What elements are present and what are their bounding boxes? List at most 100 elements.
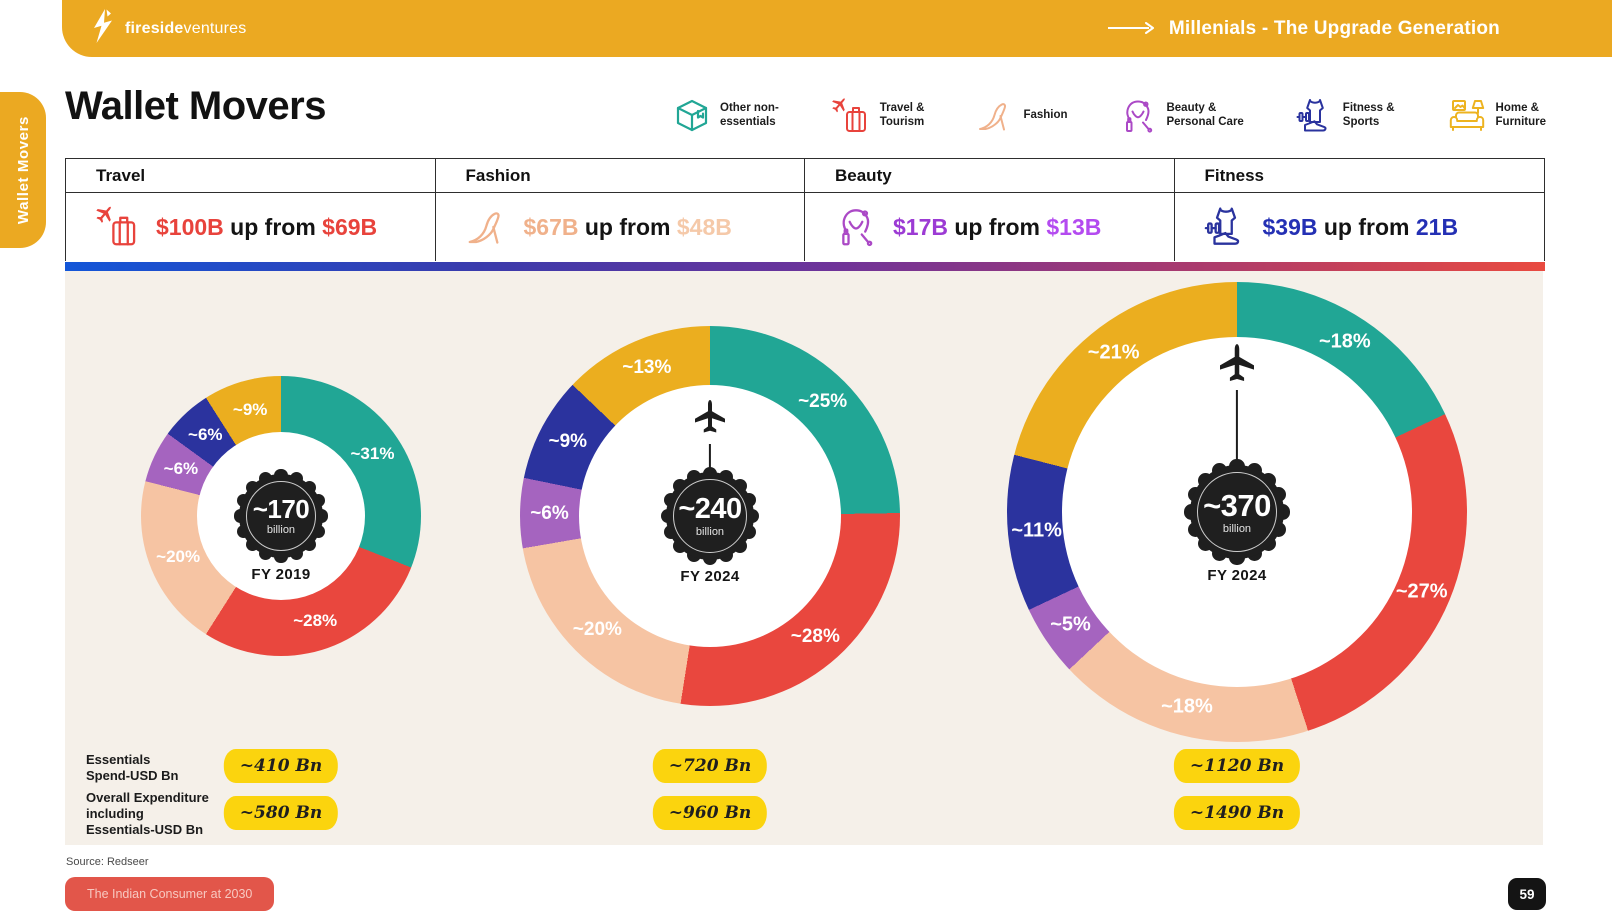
travel-icon: [830, 96, 872, 136]
summary-column-beauty: Beauty $17B up from $13B: [805, 159, 1175, 261]
stamp-inner-ring: [673, 479, 747, 553]
tagline-text: Millenials - The Upgrade Generation: [1168, 17, 1500, 39]
legend-label: essentials: [720, 116, 776, 128]
beauty-icon: [833, 204, 879, 250]
overall-expenditure-badge-3: ~1490 Bn: [1173, 796, 1301, 830]
fitness-icon: [1295, 96, 1335, 136]
plane-icon: [695, 400, 725, 440]
brand-light: ventures: [183, 19, 247, 37]
segment-label-home-furniture: ~13%: [622, 357, 672, 379]
fashion-icon: [975, 96, 1015, 136]
legend-label: Other non-: [720, 102, 779, 115]
deck-title-badge[interactable]: The Indian Consumer at 2030: [65, 877, 275, 911]
segment-label-fitness-sports: ~11%: [1011, 519, 1062, 542]
center-stamp: ~370 billion: [1184, 459, 1290, 565]
segment-label-other-non-essentials: ~18%: [1318, 330, 1371, 353]
center-unit: billion: [1222, 522, 1252, 535]
beauty-icon: [1118, 96, 1158, 136]
current-amount: $67B: [523, 213, 579, 240]
flame-icon: [90, 8, 116, 49]
previous-amount: 21B: [1415, 213, 1459, 240]
legend-label: Fashion: [1023, 109, 1068, 122]
overall-expenditure-badge-fy2024: ~960 Bn: [652, 796, 768, 830]
segment-label-other-non-essentials: ~31%: [350, 443, 395, 463]
stamp-text: ~170 billion: [239, 474, 323, 558]
brand-logo: firesideventures: [90, 8, 246, 49]
segment-label-home-furniture: ~21%: [1087, 341, 1140, 364]
legend-item-other-non-essentials: Other non-essentials: [672, 96, 779, 136]
center-value: ~370: [1203, 487, 1271, 523]
period-label: FY 2019: [251, 566, 311, 583]
summary-column-fashion: Fashion $67B up from $48B: [435, 159, 805, 261]
stamp-text: ~370 billion: [1190, 465, 1284, 559]
source-note: Source: Redseer: [66, 856, 149, 868]
category-legend: Other non-essentials Travel & Tourism Fas…: [672, 90, 1546, 142]
legend-label: Tourism: [879, 116, 925, 128]
charts-panel: ~31% ~28% ~20% ~6% ~6% ~9% ~170 billion FY 2019 ~…: [65, 271, 1543, 845]
legend-label: Beauty &: [1166, 102, 1217, 115]
brand-name: firesideventures: [125, 20, 246, 38]
segment-label-fashion: ~20%: [156, 546, 201, 566]
essentials-spend-label: Essentials Spend-USD Bn: [86, 752, 179, 783]
legend-item-travel-tourism: Travel & Tourism: [830, 96, 925, 136]
category-summary-table: Travel $100B up from $69B Fashion $67B u…: [65, 158, 1545, 261]
overall-expenditure-badge-fy2019: ~580 Bn: [223, 796, 339, 830]
summary-column-travel: Travel $100B up from $69B: [66, 159, 436, 261]
center-unit: billion: [266, 524, 296, 536]
home-icon: [1446, 96, 1488, 136]
column-header: Beauty: [805, 159, 1174, 193]
legend-label: Furniture: [1495, 116, 1546, 128]
center-value: ~170: [252, 494, 310, 524]
segment-label-fashion: ~18%: [1161, 695, 1213, 718]
plane-trail-line: [1235, 390, 1239, 472]
previous-amount: $48B: [676, 213, 732, 240]
segment-label-travel-tourism: ~28%: [293, 611, 338, 631]
top-bar: firesideventures Millenials - The Upgrad…: [62, 0, 1612, 57]
up-from-text: up from: [1323, 213, 1410, 240]
center-value: ~240: [678, 492, 742, 525]
up-from-text: up from: [584, 213, 671, 240]
donut-chart-2-fy2024: ~25% ~28% ~20% ~6% ~9% ~13% ~240 billion FY 2024: [520, 326, 900, 706]
page-number-badge: 59: [1508, 878, 1546, 910]
travel-icon: [94, 204, 142, 250]
center-stamp: ~170 billion: [233, 468, 329, 564]
donut-chart-1-fy2019: ~31% ~28% ~20% ~6% ~6% ~9% ~170 billion FY 2019: [141, 376, 421, 656]
side-tab-wallet-movers[interactable]: Wallet Movers: [0, 92, 46, 248]
previous-amount: $13B: [1046, 213, 1102, 240]
segment-label-beauty-personal-care: ~6%: [530, 502, 569, 524]
gradient-divider-bar: [65, 262, 1545, 271]
legend-label: Personal Care: [1166, 116, 1244, 128]
brand-bold: fireside: [125, 19, 184, 37]
stamp-inner-ring: [246, 481, 316, 551]
donut-chart-3-fy2024: ~18% ~27% ~18% ~5% ~11% ~21% ~370 billion FY 202…: [1007, 282, 1467, 742]
fashion-icon: [464, 204, 510, 250]
legend-label: Home &: [1495, 102, 1539, 115]
previous-amount: $69B: [322, 213, 378, 240]
center-stamp: ~240 billion: [660, 466, 760, 566]
box-icon: [672, 96, 712, 136]
plane-icon: [1220, 344, 1254, 389]
segment-label-beauty-personal-care: ~6%: [163, 458, 199, 478]
segment-label-home-furniture: ~9%: [232, 399, 268, 419]
legend-item-fashion: Fashion: [975, 96, 1068, 136]
center-unit: billion: [695, 525, 725, 538]
essentials-spend-badge-fy2019: ~410 Bn: [223, 749, 339, 783]
fitness-icon: [1203, 204, 1249, 250]
period-label: FY 2024: [1207, 567, 1267, 584]
column-header: Fitness: [1174, 159, 1544, 193]
legend-item-beauty-personal-care: Beauty & Personal Care: [1118, 96, 1244, 136]
current-amount: $100B: [156, 213, 224, 240]
header-tagline: Millenials - The Upgrade Generation: [1107, 18, 1500, 40]
overall-expenditure-label: Overall Expenditure including Essentials…: [86, 790, 209, 837]
side-tab-label: Wallet Movers: [14, 115, 32, 225]
segment-label-fitness-sports: ~6%: [188, 425, 223, 445]
segment-label-beauty-personal-care: ~5%: [1050, 613, 1091, 636]
legend-label: Travel &: [879, 102, 925, 115]
legend-label: Sports: [1342, 116, 1380, 128]
segment-label-travel-tourism: ~28%: [790, 626, 840, 648]
stamp-text: ~240 billion: [666, 472, 754, 560]
current-amount: $39B: [1262, 213, 1318, 240]
summary-column-fitness: Fitness $39B up from 21B: [1174, 159, 1544, 261]
segment-label-travel-tourism: ~27%: [1395, 580, 1448, 603]
column-header: Travel: [66, 159, 435, 193]
